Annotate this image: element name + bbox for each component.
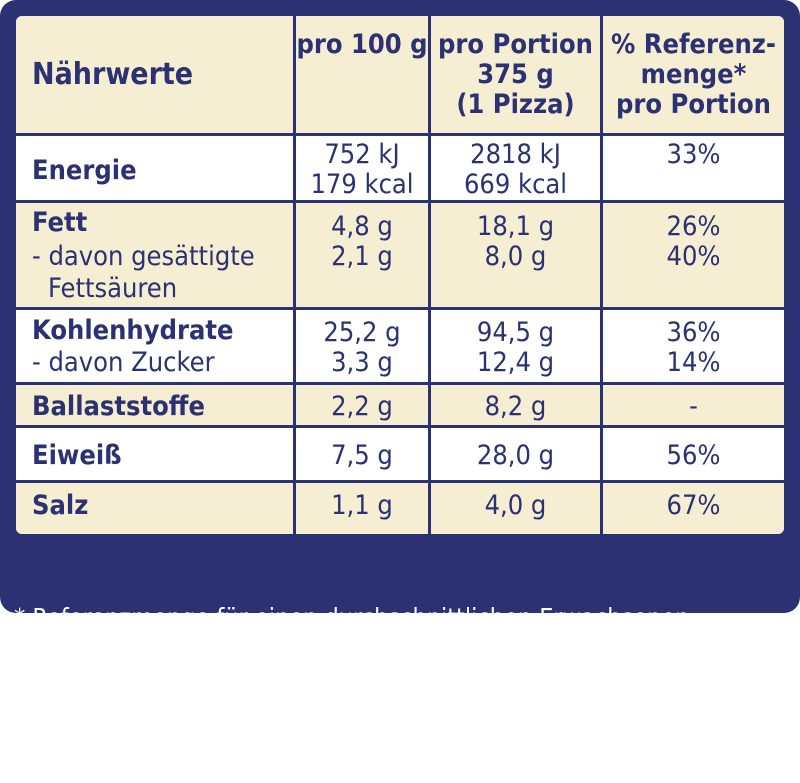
nutrient-eiweiss: Eiweiß	[32, 440, 122, 471]
nutrient-kohlenhydrate: Kohlenhydrate	[32, 315, 234, 346]
eiweiss-per-100g: 7,5 g	[331, 440, 393, 471]
table-row	[16, 310, 784, 382]
energie-ri: 33%	[666, 139, 721, 170]
divider	[16, 133, 784, 136]
header-reference-intake: % Referenz-menge* pro Portion	[611, 29, 776, 120]
kohlenhydrate-sub-label: - davon Zucker	[32, 347, 215, 378]
eiweiss-per-portion: 28,0 g	[476, 440, 555, 471]
ballaststoffe-per-portion: 8,2 g	[484, 391, 547, 422]
eiweiss-ri: 56%	[666, 440, 721, 471]
divider	[16, 382, 784, 385]
table-row	[16, 203, 784, 307]
divider	[428, 16, 431, 534]
nutrient-ballaststoffe: Ballaststoffe	[32, 391, 205, 422]
ballaststoffe-ri: -	[689, 391, 698, 422]
nutrition-panel: Nährwerte pro 100 g pro Portion 375 g (1 P…	[0, 0, 800, 613]
footnote: * Referenzmenge für einen durchschnittli…	[14, 543, 794, 783]
header-row	[16, 16, 784, 133]
energie-per-100g: 752 kJ 179 kcal	[310, 139, 414, 200]
kohlenhydrate-ri: 36% 14%	[666, 317, 721, 378]
fett-per-100g: 4,8 g 2,1 g	[331, 211, 393, 272]
divider	[16, 200, 784, 203]
fett-sub-label-cont: Fettsäuren	[48, 273, 178, 304]
salz-per-100g: 1,1 g	[331, 490, 393, 521]
divider	[600, 16, 603, 534]
kohlenhydrate-per-portion: 94,5 g 12,4 g	[476, 317, 555, 378]
footnote-line-1: * Referenzmenge für einen durchschnittli…	[14, 603, 690, 632]
fett-sub-label: - davon gesättigte	[32, 241, 255, 272]
divider	[16, 307, 784, 310]
nutrient-salz: Salz	[32, 490, 89, 521]
divider	[293, 16, 296, 534]
divider	[16, 480, 784, 483]
header-per-100g: pro 100 g	[296, 29, 428, 60]
salz-ri: 67%	[666, 490, 721, 521]
salz-per-portion: 4,0 g	[484, 490, 547, 521]
header-per-portion: pro Portion 375 g (1 Pizza)	[438, 29, 593, 120]
divider	[16, 425, 784, 428]
header-nutrients: Nährwerte	[32, 57, 194, 92]
kohlenhydrate-per-100g: 25,2 g 3,3 g	[323, 317, 401, 378]
footnote-line-2: (8400 kJ/2000 kcal). Packung enthält 1 P…	[14, 693, 550, 722]
fett-ri: 26% 40%	[666, 211, 721, 272]
table-row	[16, 385, 784, 425]
fett-per-portion: 18,1 g 8,0 g	[476, 211, 555, 272]
table-row	[16, 483, 784, 534]
nutrient-energie: Energie	[32, 155, 137, 186]
nutrient-fett: Fett	[32, 207, 88, 238]
nutrition-table: Nährwerte pro 100 g pro Portion 375 g (1 P…	[16, 16, 784, 534]
table-row	[16, 136, 784, 200]
energie-per-portion: 2818 kJ 669 kcal	[463, 139, 568, 200]
ballaststoffe-per-100g: 2,2 g	[331, 391, 393, 422]
table-row	[16, 428, 784, 480]
